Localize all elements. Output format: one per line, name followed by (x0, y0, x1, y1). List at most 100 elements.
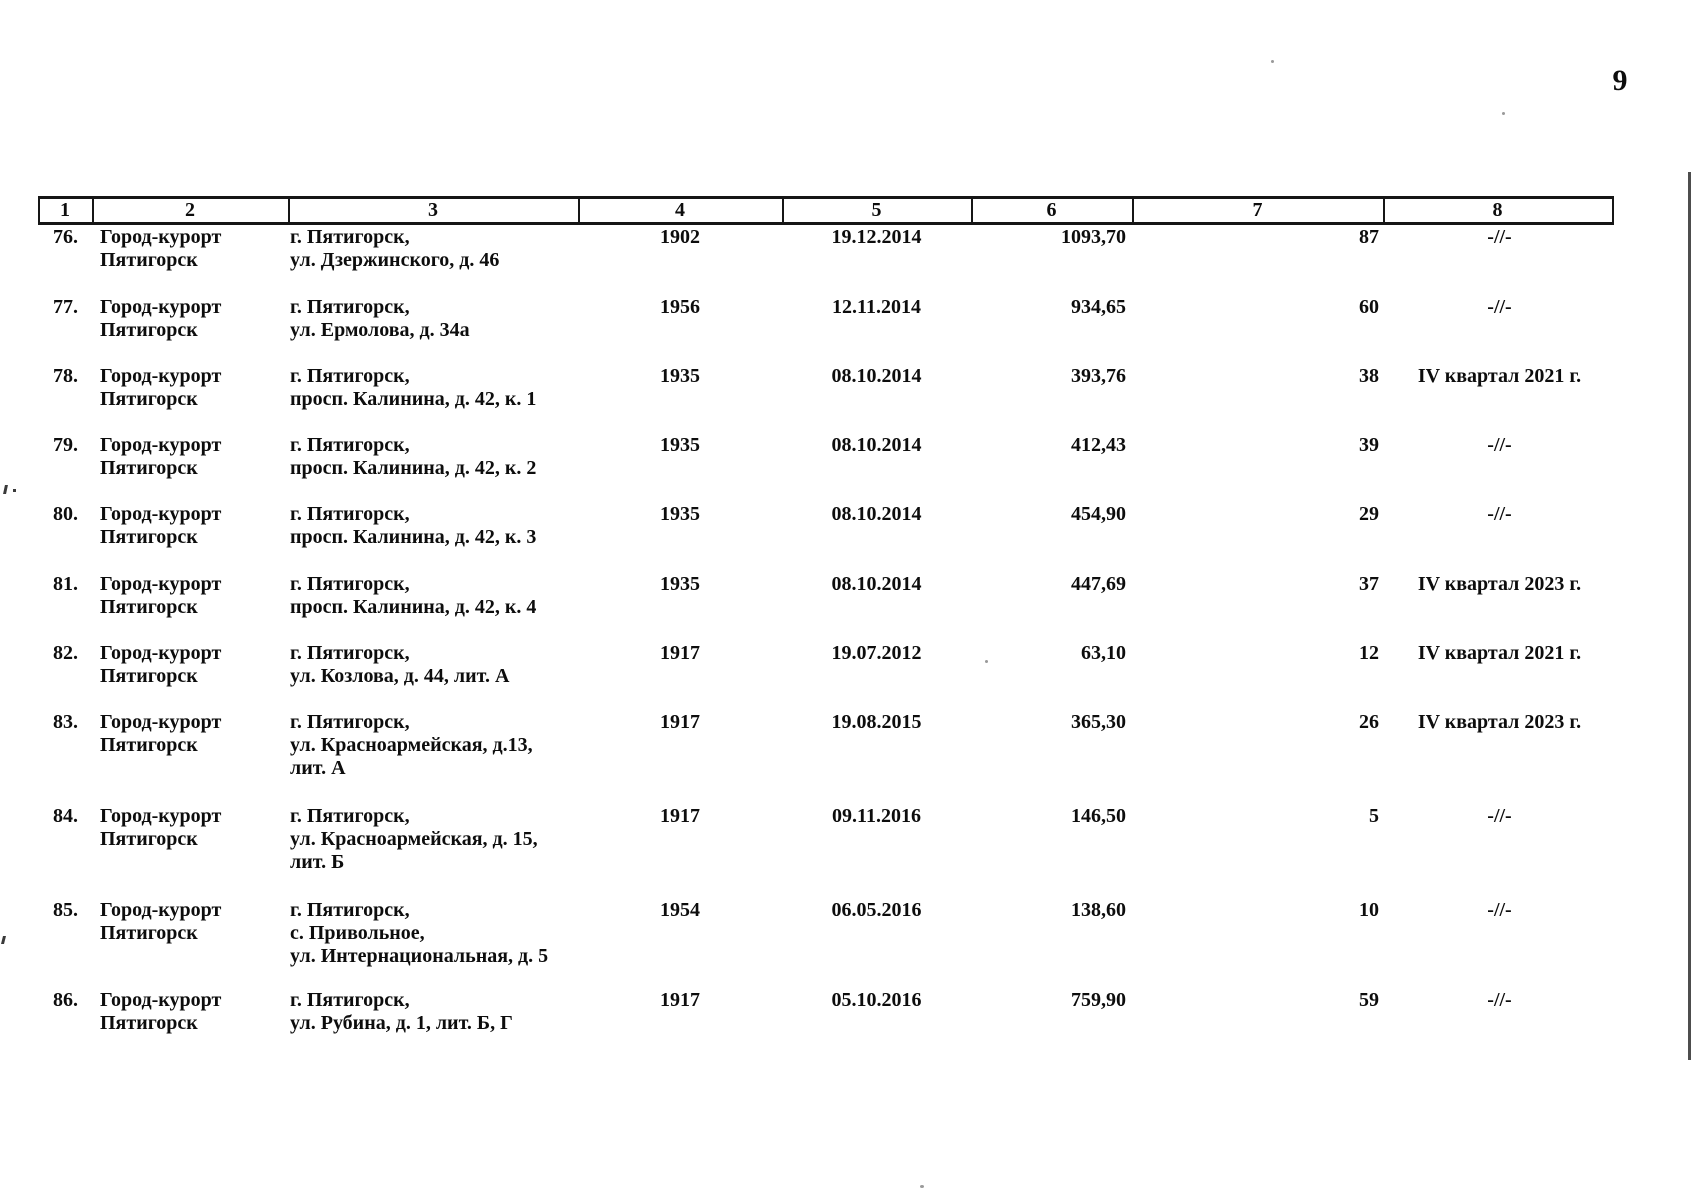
year-built-cell: 1917 (660, 989, 700, 1011)
municipality-line: Пятигорск (100, 734, 198, 756)
address-line: с. Привольное, (290, 922, 425, 944)
municipality-line: Город-курорт (100, 805, 222, 827)
address-cell: г. Пятигорск, просп. Калинина, д. 42, к.… (290, 573, 582, 619)
header-grid-line (38, 196, 40, 225)
row-number-cell: 86. (53, 989, 78, 1011)
column-header-8: 8 (1492, 199, 1503, 221)
area-value-cell: 138,60 (1071, 899, 1126, 921)
municipality-line: Пятигорск (100, 828, 198, 850)
column-header-4: 4 (675, 199, 685, 221)
address-line: просп. Калинина, д. 42, к. 1 (290, 388, 537, 410)
area-value-cell: 63,10 (1081, 642, 1126, 664)
address-cell: г. Пятигорск, просп. Калинина, д. 42, к.… (290, 365, 582, 411)
municipality-cell: Город-курорт Пятигорск (100, 642, 290, 688)
header-grid-line (1383, 196, 1385, 225)
year-built-cell: 1917 (660, 711, 700, 733)
area-value-cell: 454,90 (1071, 503, 1126, 525)
address-line: ул. Ермолова, д. 34а (290, 319, 470, 341)
header-grid-line (578, 196, 580, 225)
count-cell: 5 (1369, 805, 1379, 827)
address-line: г. Пятигорск, (290, 642, 410, 664)
municipality-line: Город-курорт (100, 642, 222, 664)
address-line: г. Пятигорск, (290, 365, 410, 387)
scan-speck-artifact (985, 660, 988, 663)
period-cell: -//- (1487, 989, 1512, 1011)
municipality-cell: Город-курорт Пятигорск (100, 503, 290, 549)
address-cell: г. Пятигорск, ул. Дзержинского, д. 46 (290, 226, 582, 272)
address-cell: г. Пятигорск, просп. Калинина, д. 42, к.… (290, 434, 582, 480)
header-grid-line (1612, 196, 1614, 225)
period-cell: -//- (1487, 503, 1512, 525)
municipality-line: Пятигорск (100, 922, 198, 944)
period-cell: -//- (1487, 899, 1512, 921)
municipality-cell: Город-курорт Пятигорск (100, 365, 290, 411)
column-header-2: 2 (185, 199, 195, 221)
area-value-cell: 146,50 (1071, 805, 1126, 827)
date-cell: 08.10.2014 (831, 503, 922, 525)
header-grid-line (92, 196, 94, 225)
address-line: г. Пятигорск, (290, 899, 410, 921)
count-cell: 10 (1359, 899, 1379, 921)
address-cell: г. Пятигорск, просп. Калинина, д. 42, к.… (290, 503, 582, 549)
municipality-line: Пятигорск (100, 1012, 198, 1034)
count-cell: 26 (1359, 711, 1379, 733)
municipality-cell: Город-курорт Пятигорск (100, 296, 290, 342)
header-grid-line (1132, 196, 1134, 225)
date-cell: 05.10.2016 (831, 989, 922, 1011)
address-line: г. Пятигорск, (290, 805, 410, 827)
area-value-cell: 1093,70 (1061, 226, 1126, 248)
row-number-cell: 84. (53, 805, 78, 827)
table-header-band (38, 196, 1614, 225)
date-cell: 19.12.2014 (831, 226, 922, 248)
scan-tick-artifact (1, 936, 6, 944)
year-built-cell: 1902 (660, 226, 700, 248)
municipality-line: Город-курорт (100, 711, 222, 733)
period-cell: IV квартал 2021 г. (1417, 642, 1582, 664)
count-cell: 60 (1359, 296, 1379, 318)
scan-edge-artifact-line (1688, 172, 1691, 1060)
municipality-line: Пятигорск (100, 388, 198, 410)
year-built-cell: 1917 (660, 805, 700, 827)
row-number-cell: 80. (53, 503, 78, 525)
header-grid-line (971, 196, 973, 225)
date-cell: 19.07.2012 (831, 642, 922, 664)
period-cell: -//- (1487, 226, 1512, 248)
period-cell: IV квартал 2021 г. (1417, 365, 1582, 387)
address-line: г. Пятигорск, (290, 503, 410, 525)
municipality-line: Город-курорт (100, 434, 222, 456)
address-cell: г. Пятигорск, ул. Рубина, д. 1, лит. Б, … (290, 989, 582, 1035)
column-header-3: 3 (428, 199, 438, 221)
row-number-cell: 76. (53, 226, 78, 248)
period-cell: -//- (1487, 805, 1512, 827)
date-cell: 06.05.2016 (831, 899, 922, 921)
area-value-cell: 365,30 (1071, 711, 1126, 733)
municipality-line: Город-курорт (100, 365, 222, 387)
municipality-cell: Город-курорт Пятигорск (100, 805, 290, 851)
address-cell: г. Пятигорск, ул. Ермолова, д. 34а (290, 296, 582, 342)
year-built-cell: 1935 (660, 365, 700, 387)
period-cell: -//- (1487, 434, 1512, 456)
period-cell: IV квартал 2023 г. (1417, 573, 1582, 595)
municipality-cell: Город-курорт Пятигорск (100, 573, 290, 619)
year-built-cell: 1956 (660, 296, 700, 318)
column-header-5: 5 (871, 199, 882, 221)
address-line: лит. А (290, 757, 346, 779)
municipality-line: Пятигорск (100, 457, 198, 479)
area-value-cell: 934,65 (1071, 296, 1126, 318)
period-cell: IV квартал 2023 г. (1417, 711, 1582, 733)
municipality-cell: Город-курорт Пятигорск (100, 899, 290, 945)
row-number-cell: 77. (53, 296, 78, 318)
header-grid-line (288, 196, 290, 225)
municipality-line: Город-курорт (100, 899, 222, 921)
municipality-cell: Город-курорт Пятигорск (100, 989, 290, 1035)
address-line: г. Пятигорск, (290, 573, 410, 595)
date-cell: 08.10.2014 (831, 434, 922, 456)
row-number-cell: 82. (53, 642, 78, 664)
scan-tick-artifact (3, 485, 8, 494)
date-cell: 08.10.2014 (831, 573, 922, 595)
row-number-cell: 78. (53, 365, 78, 387)
municipality-line: Город-курорт (100, 573, 222, 595)
count-cell: 38 (1359, 365, 1379, 387)
address-line: ул. Интернациональная, д. 5 (290, 945, 549, 967)
